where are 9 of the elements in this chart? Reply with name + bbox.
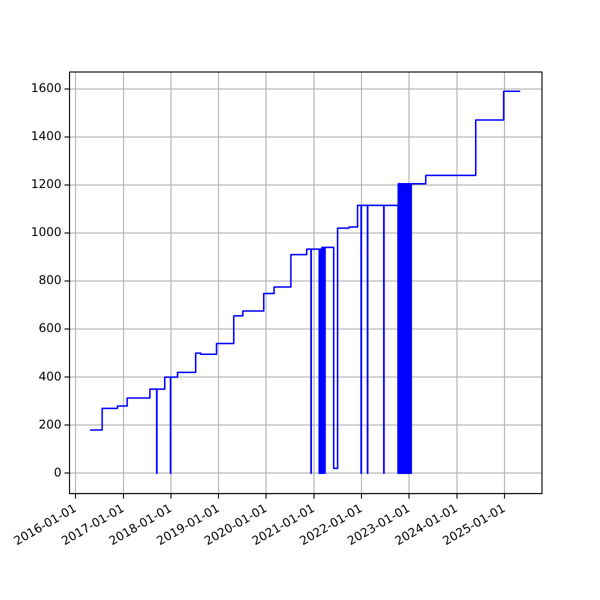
y-tick-label: 1400 [30,128,62,143]
y-tick-label: 200 [38,417,62,432]
y-tick-label: 1000 [30,225,62,240]
y-tick-label: 600 [38,321,62,336]
y-tick-label: 800 [38,273,62,288]
y-tick-label: 0 [54,465,62,480]
y-tick-label: 400 [38,369,62,384]
y-tick-label: 1200 [30,177,62,192]
y-tick-label: 1600 [30,80,62,95]
